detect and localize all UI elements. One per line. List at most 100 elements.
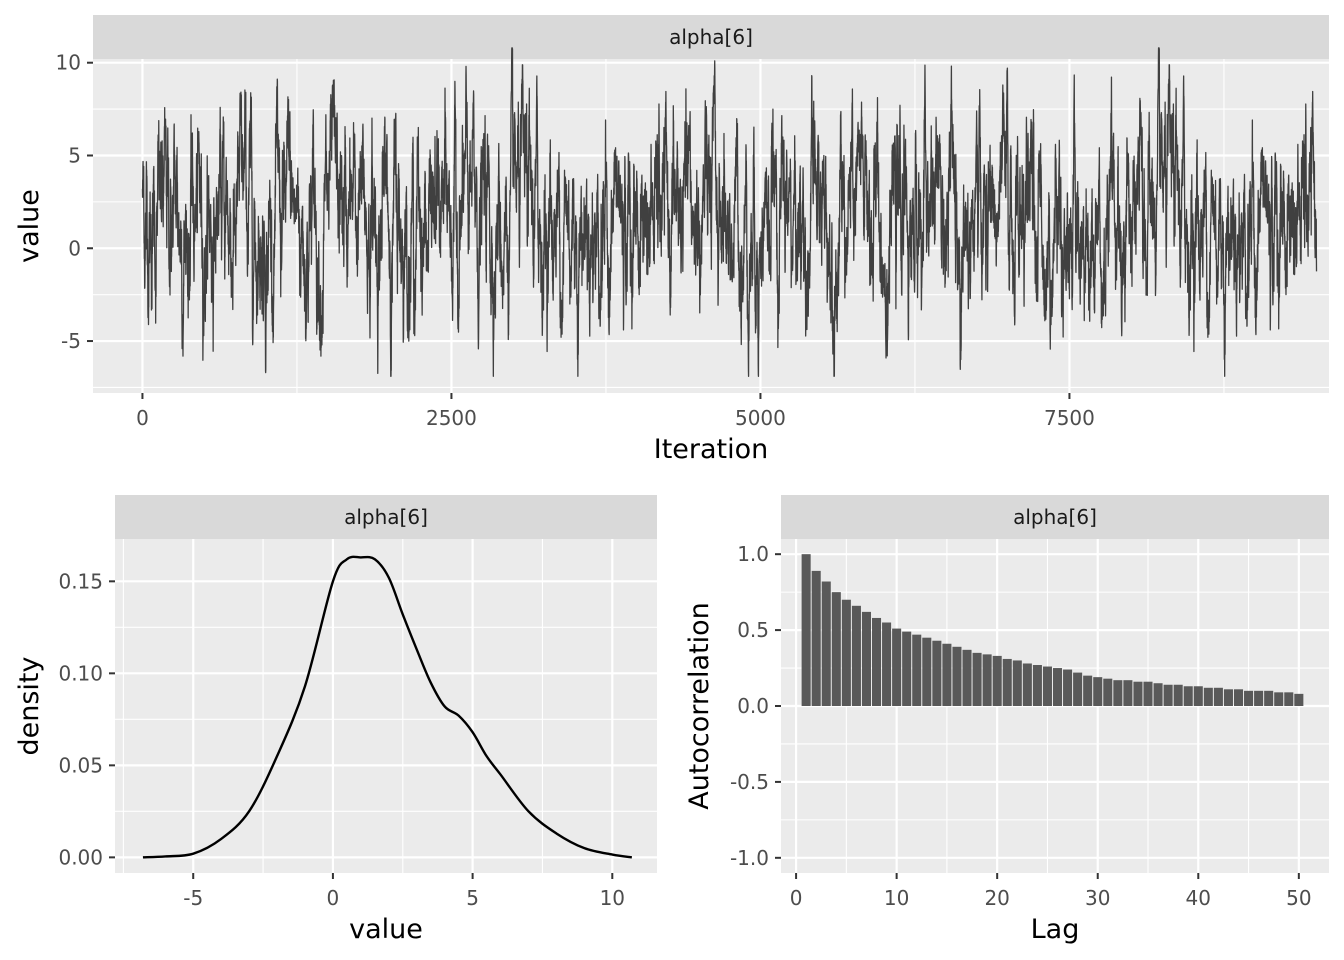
acf-bar-lag-50 (1294, 693, 1304, 706)
density-plot-panel: alpha[6] -5 0 5 10 0.00 0.05 0.10 0.15 value de… (14, 495, 657, 945)
acf-bar-lag-13 (922, 637, 932, 706)
density-y-tick-label: 0.05 (58, 753, 103, 777)
density-strip-label: alpha[6] (344, 505, 428, 529)
trace-y-tick-label: -5 (61, 329, 81, 353)
acf-bar-lag-32 (1113, 680, 1123, 706)
acf-axes: 0 10 20 30 40 50 -1.0 -0.5 0.0 0.5 1.0 (730, 542, 1312, 910)
acf-bar-lag-18 (972, 652, 982, 706)
acf-bar-lag-4 (831, 592, 841, 706)
acf-bar-lag-26 (1052, 668, 1063, 706)
density-line-group (142, 555, 633, 859)
acf-bar-lag-11 (902, 631, 912, 706)
acf-bar-lag-16 (952, 646, 962, 706)
trace-y-tick-label: 0 (68, 236, 81, 260)
trace-axes: 0 2500 5000 7500 -5 0 5 10 (56, 51, 1095, 430)
acf-bar-lag-42 (1213, 687, 1223, 706)
trace-series-line (141, 47, 1318, 377)
autocorrelation-plot-panel: alpha[6] 0 10 20 30 40 50 -1.0 -0.5 0.0 0.5 1.0 La… (684, 495, 1329, 945)
density-x-axis-title: value (349, 914, 423, 945)
density-strip-background (115, 495, 657, 539)
acf-bar-lag-20 (992, 655, 1002, 706)
acf-bar-lag-6 (851, 605, 861, 706)
acf-x-tick-label: 40 (1186, 886, 1211, 910)
density-gridlines (115, 539, 657, 873)
acf-bar-lag-47 (1264, 690, 1274, 706)
trace-x-axis-title: Iteration (654, 434, 769, 465)
trace-plot-panel: alpha[6] 0 2500 5000 7500 -5 0 5 10 Iteration v… (14, 15, 1329, 465)
density-x-tick-label: 10 (600, 886, 625, 910)
acf-strip-background (781, 495, 1329, 539)
acf-bar-lag-44 (1233, 689, 1244, 706)
acf-bar-lag-1 (801, 554, 811, 706)
density-x-tick-label: 0 (327, 886, 340, 910)
density-axes: -5 0 5 10 0.00 0.05 0.10 0.15 (58, 569, 625, 910)
acf-bar-lag-36 (1153, 683, 1163, 706)
acf-bar-lag-48 (1274, 692, 1284, 706)
density-plot-background (115, 539, 657, 873)
acf-bar-lag-31 (1103, 678, 1113, 706)
acf-bar-lag-12 (912, 634, 922, 706)
acf-bar-lag-35 (1143, 681, 1153, 706)
density-x-tick-label: 5 (466, 886, 479, 910)
acf-x-tick-label: 30 (1085, 886, 1110, 910)
acf-y-tick-label: 1.0 (737, 542, 769, 566)
acf-y-tick-label: -0.5 (730, 770, 769, 794)
acf-bar-lag-17 (962, 649, 972, 706)
acf-x-tick-label: 50 (1286, 886, 1311, 910)
trace-y-axis-title: value (14, 189, 45, 263)
acf-bar-lag-46 (1254, 690, 1264, 706)
acf-bar-lag-19 (982, 654, 992, 706)
trace-x-tick-label: 5000 (735, 406, 786, 430)
acf-bar-lag-43 (1223, 689, 1233, 706)
trace-strip-background (93, 15, 1329, 59)
acf-y-tick-label: 0.5 (737, 618, 769, 642)
trace-line-group (141, 47, 1318, 377)
acf-bar-lag-24 (1032, 665, 1042, 706)
acf-bar-lag-9 (882, 622, 892, 706)
trace-strip-label: alpha[6] (669, 25, 753, 49)
acf-bar-lag-2 (811, 570, 821, 706)
acf-bar-lag-34 (1133, 681, 1143, 706)
acf-x-tick-label: 10 (884, 886, 909, 910)
acf-bar-lag-45 (1244, 690, 1254, 706)
trace-y-tick-label: 10 (56, 51, 81, 75)
acf-bar-lag-8 (872, 617, 882, 706)
density-y-tick-label: 0.15 (58, 569, 103, 593)
density-y-tick-label: 0.00 (58, 845, 103, 869)
acf-strip-label: alpha[6] (1013, 505, 1097, 529)
acf-y-axis-title: Autocorrelation (684, 602, 715, 810)
acf-x-tick-label: 20 (984, 886, 1009, 910)
acf-bar-lag-38 (1173, 684, 1183, 706)
trace-x-tick-label: 2500 (426, 406, 477, 430)
acf-bar-lag-33 (1123, 680, 1133, 706)
acf-x-axis-title: Lag (1031, 914, 1080, 945)
acf-bar-lag-22 (1012, 660, 1022, 706)
acf-y-tick-label: 0.0 (737, 694, 769, 718)
acf-bar-lag-37 (1163, 684, 1173, 706)
acf-bar-lag-29 (1083, 675, 1093, 706)
acf-bar-lag-5 (841, 599, 851, 706)
acf-bar-lag-28 (1073, 672, 1083, 706)
acf-y-tick-label: -1.0 (730, 846, 769, 870)
acf-bar-lag-41 (1203, 687, 1213, 706)
acf-bar-lag-14 (932, 640, 942, 706)
density-curve (142, 555, 633, 859)
acf-bar-lag-7 (861, 611, 871, 706)
acf-bar-lag-40 (1193, 686, 1203, 706)
trace-x-tick-label: 0 (136, 406, 149, 430)
acf-bar-lag-23 (1022, 663, 1032, 706)
acf-bar-lag-39 (1183, 686, 1193, 706)
acf-bar-lag-27 (1063, 669, 1073, 706)
acf-bar-lag-49 (1284, 692, 1294, 706)
acf-bar-lag-15 (942, 643, 952, 706)
trace-x-tick-label: 7500 (1044, 406, 1095, 430)
acf-bar-lag-21 (1002, 658, 1012, 706)
acf-x-tick-label: 0 (790, 886, 803, 910)
acf-bar-lag-3 (821, 581, 831, 706)
acf-bar-group (801, 554, 1304, 706)
density-y-axis-title: density (14, 656, 45, 755)
trace-y-tick-label: 5 (68, 143, 81, 167)
density-y-tick-label: 0.10 (58, 661, 103, 685)
acf-bar-lag-30 (1093, 677, 1103, 706)
